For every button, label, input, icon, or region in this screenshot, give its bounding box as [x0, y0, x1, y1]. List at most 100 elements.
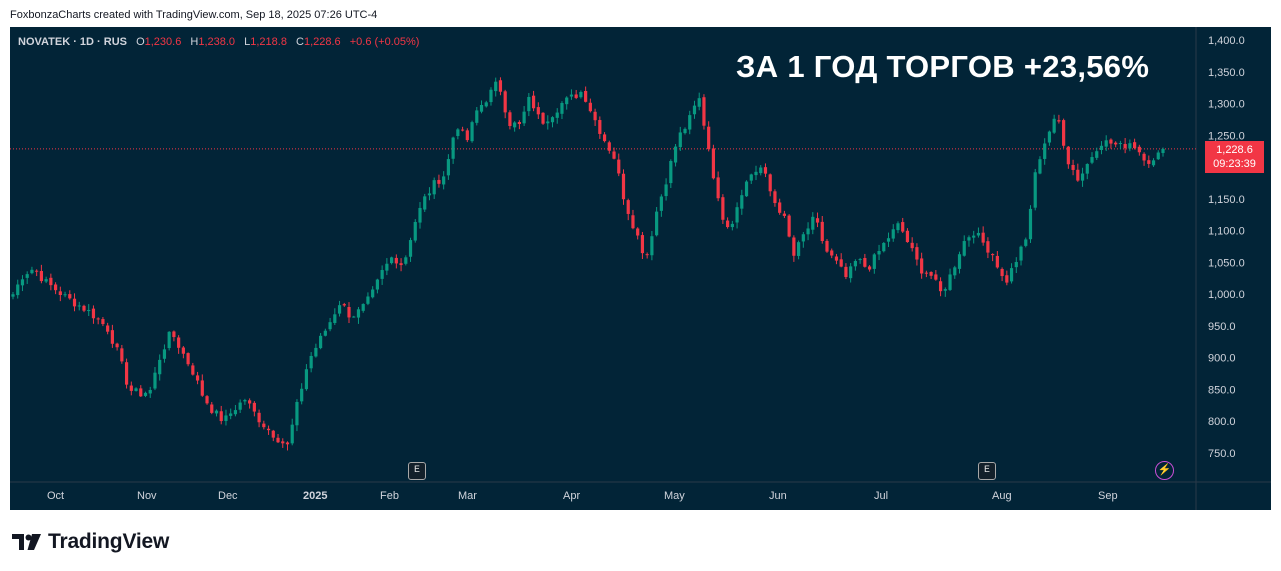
candle-body	[972, 235, 976, 238]
candle-body	[981, 232, 985, 243]
candle-body	[726, 220, 730, 228]
candle-body	[839, 259, 843, 267]
candle-body	[962, 241, 966, 256]
candle-body	[361, 304, 365, 311]
candle-body	[858, 259, 862, 261]
candle-body	[678, 132, 682, 148]
earnings-badge-icon[interactable]: E	[408, 462, 426, 480]
candle-body	[432, 180, 436, 195]
candle-body	[702, 97, 706, 126]
candlestick-chart[interactable]: 1,400.01,350.01,300.01,250.01,200.01,150…	[10, 27, 1271, 510]
tradingview-logo[interactable]: TradingView	[12, 530, 169, 554]
candle-body	[134, 388, 138, 391]
candle-body	[645, 254, 649, 256]
candle-body	[53, 284, 58, 291]
candle-body	[366, 296, 370, 304]
candle-body	[1133, 142, 1137, 149]
candle-body	[1090, 157, 1094, 163]
candle-body	[806, 228, 810, 235]
candle-body	[77, 305, 81, 307]
footer-brand: TradingView	[48, 530, 170, 553]
candle-body	[1095, 151, 1099, 158]
last-price-value: 1,228.6	[1216, 144, 1253, 156]
candle-body	[1161, 148, 1165, 154]
candle-body	[87, 309, 91, 312]
x-tick-label: Dec	[218, 490, 238, 502]
candle-body	[541, 112, 545, 124]
candle-body	[418, 207, 422, 223]
legend-low: 1,218.8	[250, 36, 287, 48]
candle-body	[214, 410, 219, 414]
candle-body	[475, 110, 479, 123]
candle-body	[820, 221, 824, 242]
candle-body	[1052, 118, 1056, 133]
candle-body	[319, 335, 323, 349]
candle-body	[347, 306, 351, 318]
candle-body	[479, 104, 484, 112]
candle-body	[1066, 146, 1070, 165]
legend-low-label: L	[244, 36, 251, 48]
bolt-icon[interactable]: ⚡	[1155, 461, 1174, 480]
candle-body	[920, 258, 924, 274]
candle-body	[782, 213, 786, 216]
candle-body	[995, 255, 999, 268]
x-tick-label: Sep	[1098, 490, 1118, 502]
legend-open-label: O	[136, 36, 145, 48]
candle-body	[49, 277, 53, 286]
candle-body	[167, 331, 171, 349]
candle-body	[905, 230, 910, 243]
candle-body	[740, 195, 744, 209]
candle-body	[328, 322, 332, 330]
candle-body	[513, 122, 517, 128]
candle-body	[692, 105, 697, 115]
candle-body	[427, 193, 432, 196]
candle-body	[20, 279, 25, 286]
candle-body	[796, 242, 801, 256]
candle-body	[517, 122, 521, 125]
legend-change: +0.6 (+0.05%)	[349, 36, 420, 48]
candles	[11, 77, 1165, 451]
y-tick-label: 1,400.0	[1208, 35, 1245, 47]
candle-body	[938, 281, 943, 292]
candle-body	[489, 89, 493, 103]
y-tick-label: 1,150.0	[1208, 194, 1245, 206]
candle-body	[659, 196, 663, 211]
x-tick-label: Apr	[563, 490, 580, 502]
candle-body	[124, 362, 129, 385]
candle-body	[390, 257, 394, 264]
candle-body	[30, 269, 34, 274]
candle-body	[304, 369, 309, 390]
candle-body	[106, 325, 110, 332]
candle-body	[683, 128, 687, 134]
candle-body	[1033, 172, 1037, 208]
legend-close: 1,228.6	[303, 36, 341, 48]
candle-body	[1024, 239, 1028, 246]
candle-body	[1118, 143, 1123, 145]
y-tick-label: 1,050.0	[1208, 257, 1245, 269]
y-tick-label: 1,100.0	[1208, 226, 1245, 238]
candle-body	[948, 274, 952, 290]
candle-body	[901, 222, 905, 232]
legend-symbol[interactable]: NOVATEK · 1D · RUS	[18, 36, 127, 48]
candle-body	[640, 235, 645, 254]
candle-body	[11, 294, 15, 297]
candle-body	[219, 411, 223, 422]
y-tick-label: 1,350.0	[1208, 67, 1245, 79]
candle-body	[1151, 160, 1156, 166]
tradingview-logo-icon	[12, 534, 41, 550]
chart-pane[interactable]: 1,400.01,350.01,300.01,250.01,200.01,150…	[10, 27, 1271, 510]
candle-body	[460, 129, 465, 131]
candle-body	[759, 167, 763, 174]
candle-body	[314, 347, 318, 357]
candle-body	[233, 410, 238, 415]
candle-body	[508, 112, 512, 126]
candle-body	[976, 232, 981, 236]
candle-body	[593, 111, 597, 121]
candle-body	[91, 308, 96, 319]
candle-body	[957, 254, 962, 269]
candle-body	[886, 238, 891, 242]
candle-body	[768, 174, 772, 192]
candle-body	[1057, 120, 1061, 122]
earnings-badge-icon[interactable]: E	[978, 462, 996, 480]
candle-body	[953, 267, 957, 276]
